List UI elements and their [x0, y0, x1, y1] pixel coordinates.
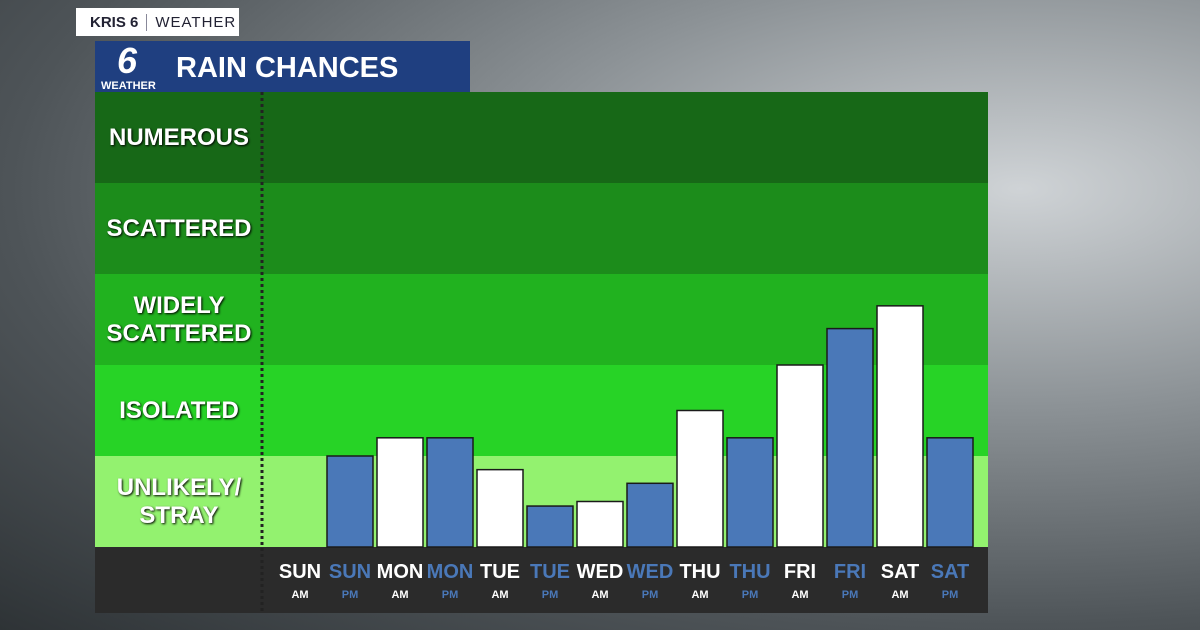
- y-tick-label: ISOLATED: [119, 396, 239, 424]
- x-tick-period: AM: [791, 589, 808, 601]
- x-tick-period: AM: [691, 589, 708, 601]
- x-tick-period: AM: [291, 589, 308, 601]
- x-tick-period: AM: [391, 589, 408, 601]
- x-tick-label: MON: [377, 561, 424, 583]
- bar: [776, 364, 824, 548]
- tag-brand: KRIS 6: [76, 13, 148, 31]
- bar: [476, 468, 524, 548]
- logo-word: WEATHER: [101, 80, 156, 92]
- x-tick-period: AM: [591, 589, 608, 601]
- bar: [376, 437, 424, 548]
- bar: [526, 505, 574, 548]
- chart-title: RAIN CHANCES: [176, 52, 399, 84]
- logo-number: 6: [117, 40, 138, 81]
- x-tick-label: MON: [427, 561, 474, 583]
- x-tick-label: TUE: [530, 561, 570, 583]
- bar: [426, 437, 474, 548]
- level-band: [95, 183, 988, 274]
- x-tick-period: PM: [342, 589, 359, 601]
- y-tick-label: SCATTERED: [106, 214, 252, 242]
- level-band: [95, 92, 988, 183]
- x-tick-period: PM: [842, 589, 859, 601]
- bar: [626, 482, 674, 548]
- y-tick-label: NUMEROUS: [108, 123, 249, 151]
- x-tick-period: PM: [942, 589, 959, 601]
- x-tick-label: SUN: [329, 561, 371, 583]
- title-bar: [95, 41, 470, 93]
- tag-section: WEATHER: [155, 13, 237, 31]
- bar: [676, 409, 724, 548]
- x-tick-period: AM: [891, 589, 908, 601]
- y-tick-label: WIDELY SCATTERED: [106, 291, 252, 347]
- x-tick-period: PM: [742, 589, 759, 601]
- x-tick-label: SAT: [881, 561, 920, 583]
- x-tick-period: PM: [542, 589, 559, 601]
- x-tick-label: TUE: [480, 561, 520, 583]
- x-tick-label: WED: [627, 561, 674, 583]
- channel-tag: KRIS 6 WEATHER: [76, 8, 239, 36]
- bar: [326, 455, 374, 548]
- x-tick-label: SUN: [279, 561, 321, 583]
- x-tick-label: SAT: [931, 561, 970, 583]
- x-tick-label: THU: [679, 561, 720, 583]
- x-tick-label: WED: [577, 561, 624, 583]
- bar: [576, 500, 624, 548]
- x-tick-period: PM: [442, 589, 459, 601]
- bar: [926, 437, 974, 548]
- y-tick-label: UNLIKELY/ STRAY: [116, 473, 242, 529]
- x-tick-label: FRI: [784, 561, 816, 583]
- x-tick-label: FRI: [834, 561, 866, 583]
- x-tick-label: THU: [729, 561, 770, 583]
- x-tick-period: PM: [642, 589, 659, 601]
- bar: [726, 437, 774, 548]
- bar: [826, 327, 874, 548]
- bar: [876, 305, 924, 548]
- x-tick-period: AM: [491, 589, 508, 601]
- x-axis-panel: [95, 547, 988, 613]
